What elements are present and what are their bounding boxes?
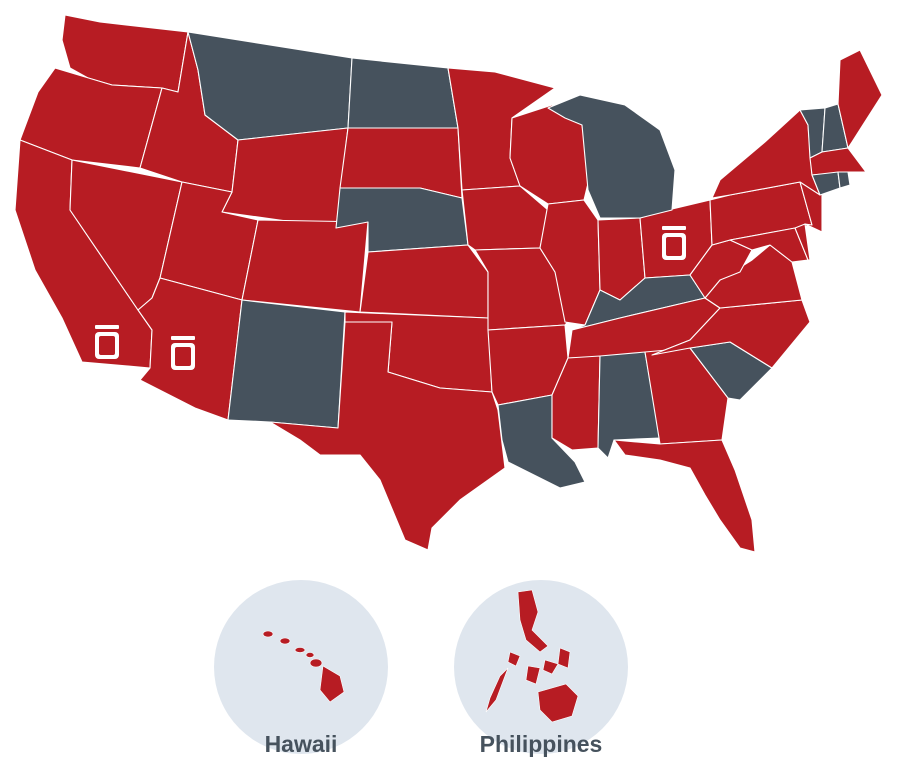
state-tx[interactable]: [269, 321, 506, 551]
inset-philippines[interactable]: Philippines: [454, 580, 628, 757]
state-wy[interactable]: [221, 127, 349, 229]
state-nd[interactable]: [347, 57, 459, 129]
state-ny[interactable]: [711, 109, 821, 199]
inset-label-philippines: Philippines: [480, 731, 603, 757]
state-ks[interactable]: [359, 244, 489, 319]
state-co[interactable]: [241, 219, 369, 313]
jar-icon: [95, 325, 119, 359]
inset-circle: [214, 580, 388, 754]
jar-icon: [662, 226, 686, 260]
marker-oh[interactable]: [662, 226, 686, 260]
state-fl[interactable]: [613, 439, 756, 553]
marker-ca[interactable]: [95, 325, 119, 359]
inset-label-hawaii: Hawaii: [265, 731, 338, 757]
inset-circle: [454, 580, 628, 754]
marker-az[interactable]: [171, 336, 195, 370]
state-nm[interactable]: [227, 299, 346, 429]
state-mi[interactable]: [547, 94, 676, 219]
inset-hawaii[interactable]: Hawaii: [214, 580, 388, 757]
state-de[interactable]: [794, 223, 811, 261]
state-layer: [14, 14, 883, 553]
state-or[interactable]: [19, 67, 163, 169]
jar-icon: [171, 336, 195, 370]
philippines-islands: [485, 589, 579, 723]
hawaii-islands: [262, 630, 345, 703]
state-me[interactable]: [837, 49, 883, 149]
state-ri[interactable]: [837, 171, 851, 189]
